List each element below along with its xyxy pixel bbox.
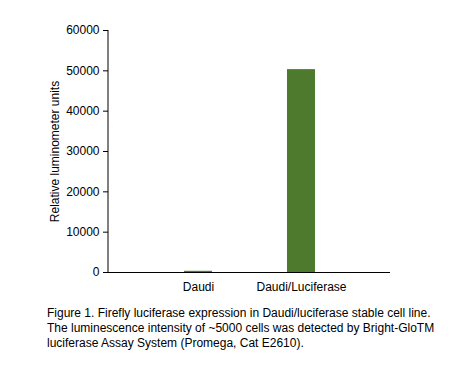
svg-text:Daudi: Daudi (183, 280, 214, 294)
svg-text:0: 0 (93, 265, 100, 279)
svg-text:60000: 60000 (66, 23, 100, 37)
svg-text:20000: 20000 (66, 185, 100, 199)
svg-text:50000: 50000 (66, 64, 100, 78)
html-text:Figure 1. Firefly luciferase e: Figure 1. Firefly luciferase expression … (47, 306, 435, 350)
svg-text:Daudi/Luciferase: Daudi/Luciferase (256, 280, 346, 294)
svg-text:40000: 40000 (66, 104, 100, 118)
svg-text:Relative luminometer units: Relative luminometer units (48, 81, 62, 222)
svg-text:30000: 30000 (66, 144, 100, 158)
svg-text:10000: 10000 (66, 225, 100, 239)
